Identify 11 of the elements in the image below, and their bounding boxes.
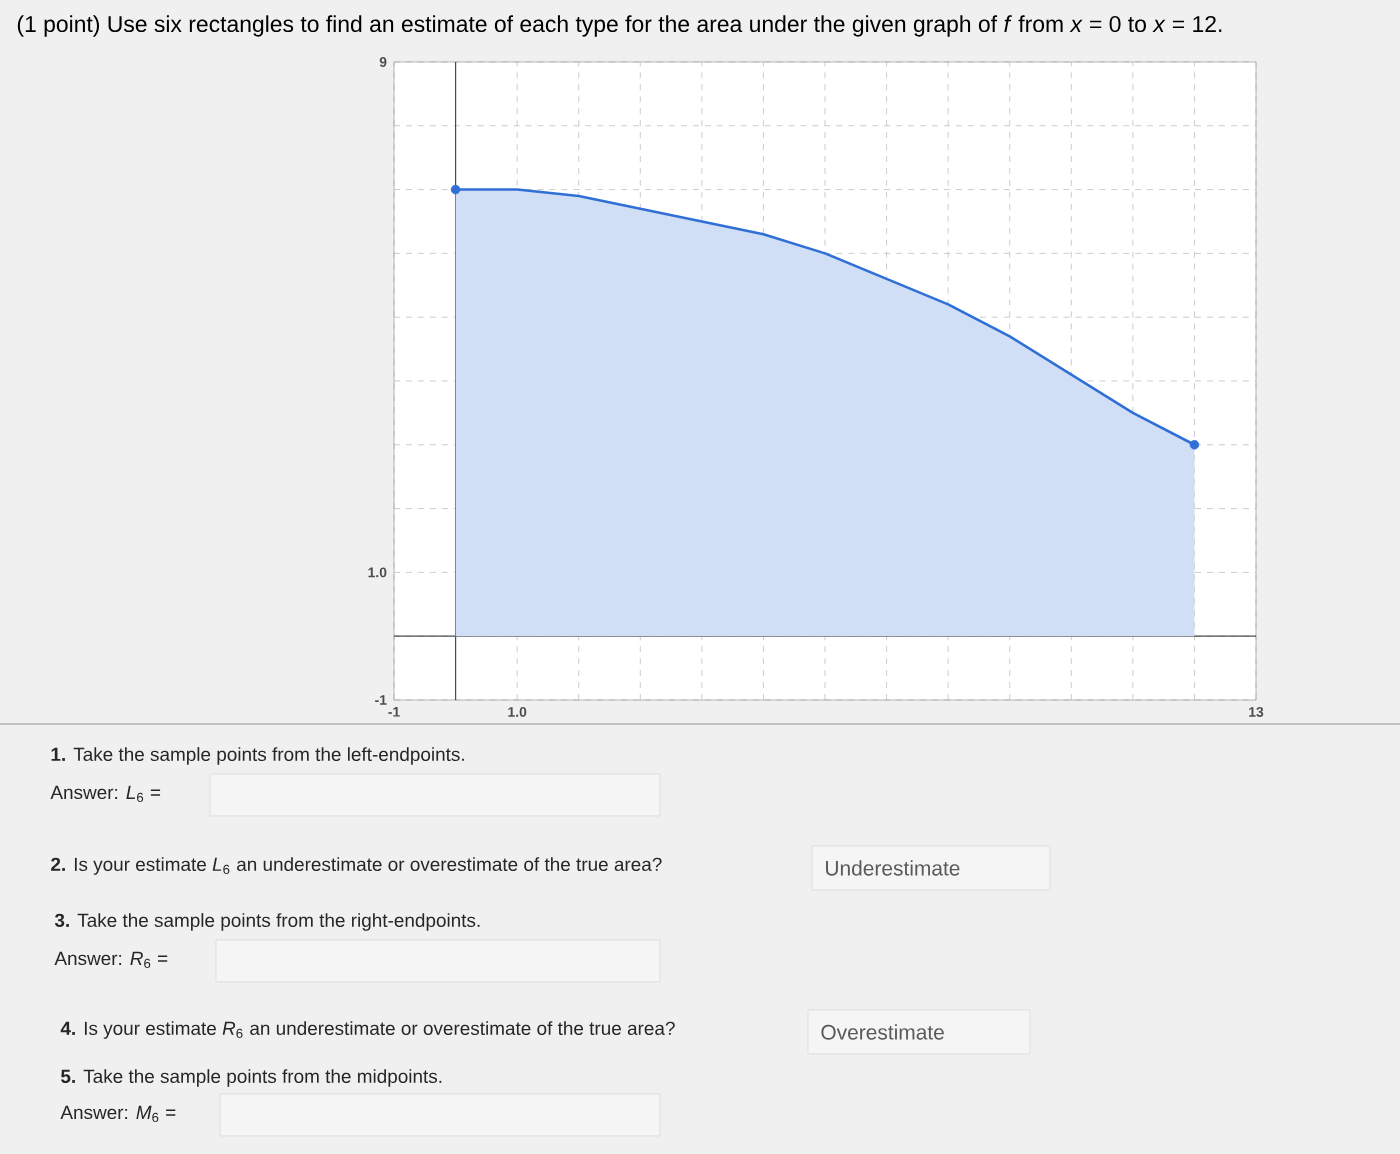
text: Underestimate xyxy=(826,860,960,876)
text: 3. Take the sample points from the right-endpoints. xyxy=(54,913,480,931)
text: Answer: R$_{6}$ = xyxy=(54,951,168,969)
text: 4. Is your estimate R$_{6}$ an underestimate or overestimate of the true area? xyxy=(60,1021,675,1039)
text: Answer: M$_{6}$ = xyxy=(60,1105,176,1123)
text: 5. Take the sample points from the midpoints. xyxy=(61,1069,442,1087)
text: Overestimate xyxy=(821,1024,944,1040)
chart-title: (1 point) Use six rectangles to find an estimate of each type for the area under the given graph of f from x = 0 to x = 12. xyxy=(17,15,1222,37)
text: Answer: L$_{6}$ = xyxy=(50,785,161,803)
text: 1. Take the sample points from the left-endpoints. xyxy=(51,747,464,765)
text: 2. Is your estimate L$_{6}$ an underestimate or overestimate of the true area? xyxy=(51,857,662,875)
